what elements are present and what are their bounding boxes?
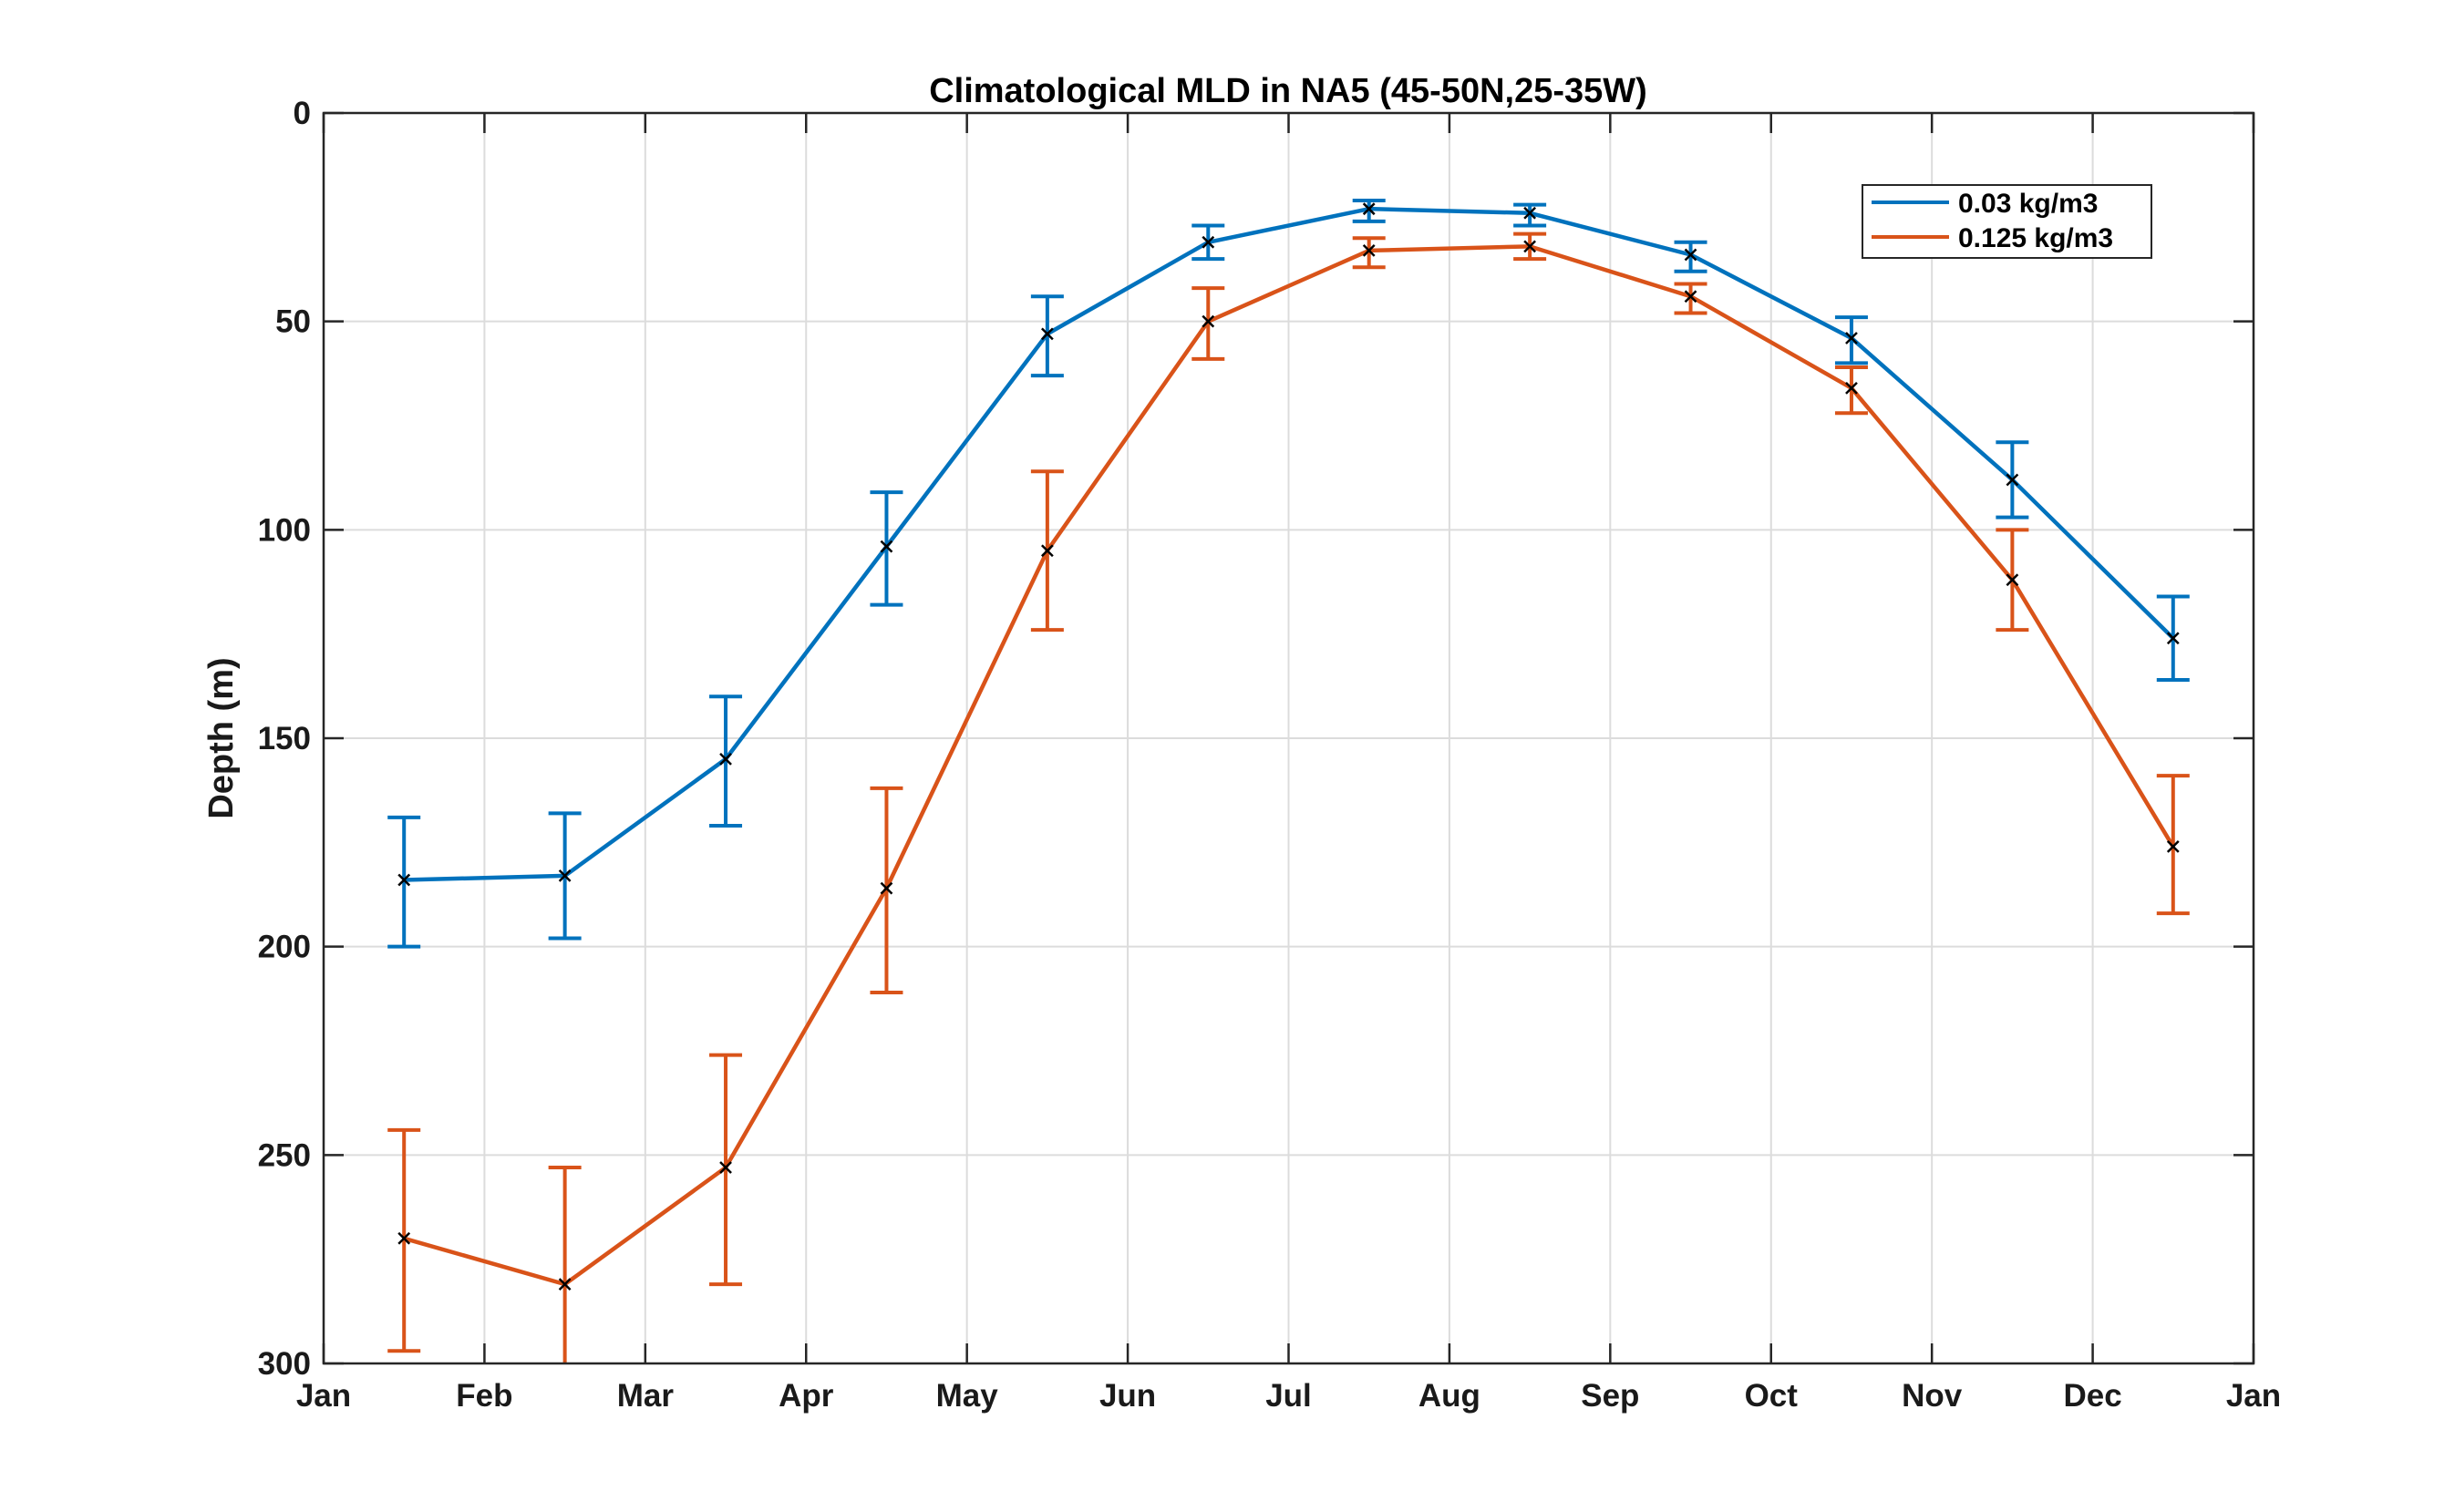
marker-stroke	[1202, 235, 1215, 249]
marker-stroke	[1040, 544, 1054, 558]
data-point-marker	[1362, 244, 1376, 257]
marker-stroke	[558, 869, 572, 882]
marker-stroke	[2006, 573, 2019, 587]
y-tick-label: 150	[258, 721, 311, 756]
data-point-marker	[1362, 202, 1376, 216]
y-tick-label: 200	[258, 930, 311, 965]
x-tick-label: Dec	[2063, 1378, 2121, 1414]
legend: 0.03 kg/m3 0.125 kg/m3	[1862, 184, 2152, 259]
x-tick-label: Mar	[617, 1378, 675, 1414]
axis-ticks: Jan Feb Mar Apr May Jun Jul Aug Sep Oct Nov Dec Jan 0…	[258, 96, 2282, 1414]
series-layer	[387, 199, 2190, 1363]
data-point-marker	[1040, 327, 1054, 341]
marker-stroke	[1202, 314, 1215, 328]
marker-stroke	[2166, 632, 2180, 645]
data-point-marker	[1523, 206, 1537, 220]
marker-stroke	[1845, 381, 1858, 395]
marker-stroke	[1684, 290, 1697, 303]
marker-stroke	[2166, 840, 2180, 853]
x-tick-label: Aug	[1418, 1378, 1480, 1414]
x-tick-label: Feb	[456, 1378, 512, 1414]
data-point-marker	[2166, 840, 2180, 853]
data-point-marker	[1523, 240, 1537, 253]
data-point-marker	[1040, 544, 1054, 558]
marker-stroke	[397, 873, 411, 887]
marker-stroke	[1684, 248, 1697, 262]
legend-box	[1862, 184, 2152, 259]
marker-stroke	[558, 1278, 572, 1291]
data-point-marker	[1202, 314, 1215, 328]
marker-stroke	[719, 1161, 732, 1174]
x-tick-label: May	[936, 1378, 999, 1414]
x-tick-label: Jul	[1265, 1378, 1312, 1414]
marker-stroke	[719, 752, 732, 766]
x-tick-label: Oct	[1745, 1378, 1799, 1414]
x-tick-label: Jan	[296, 1378, 351, 1414]
marker-stroke	[1845, 332, 1858, 345]
data-point-marker	[1684, 290, 1697, 303]
data-point-marker	[2006, 473, 2019, 487]
y-tick-label: 50	[275, 304, 311, 340]
marker-stroke	[397, 1231, 411, 1245]
data-point-marker	[1684, 248, 1697, 262]
x-tick-label: Jun	[1099, 1378, 1156, 1414]
data-point-marker	[397, 873, 411, 887]
x-tick-label: Nov	[1902, 1378, 1963, 1414]
data-point-marker	[2166, 632, 2180, 645]
marker-stroke	[880, 540, 893, 553]
data-point-marker	[1845, 332, 1858, 345]
chart-title: Climatological MLD in NA5 (45-50N,25-35W…	[929, 72, 1647, 110]
series-line	[404, 206, 2175, 882]
marker-stroke	[2006, 473, 2019, 487]
data-point-marker	[719, 1161, 732, 1174]
marker-stroke	[1040, 327, 1054, 341]
marker-stroke	[1523, 240, 1537, 253]
legend-label-series-1: 0.03 kg/m3	[1958, 189, 2098, 219]
data-point-marker	[880, 881, 893, 895]
y-tick-label: 250	[258, 1137, 311, 1173]
marker-stroke	[880, 881, 893, 895]
y-tick-label: 100	[258, 512, 311, 548]
data-point-marker	[397, 1231, 411, 1245]
data-point-marker	[1202, 235, 1215, 249]
data-point-marker	[1845, 381, 1858, 395]
y-axis-label: Depth (m)	[202, 657, 241, 818]
series-1	[387, 199, 2190, 949]
grid	[323, 112, 2254, 1364]
y-tick-label: 0	[294, 96, 311, 131]
marker-stroke	[1362, 244, 1376, 257]
marker-stroke	[1523, 206, 1537, 220]
series-line	[403, 244, 2175, 1287]
x-tick-label: Jan	[2226, 1378, 2281, 1414]
data-point-marker	[558, 1278, 572, 1291]
x-tick-label: Apr	[779, 1378, 834, 1414]
legend-label-series-2: 0.125 kg/m3	[1958, 223, 2113, 253]
marker-stroke	[1362, 202, 1376, 216]
y-tick-label: 300	[258, 1346, 311, 1382]
data-point-marker	[558, 869, 572, 882]
x-tick-label: Sep	[1581, 1378, 1639, 1414]
data-point-marker	[719, 752, 732, 766]
data-point-marker	[880, 540, 893, 553]
data-point-marker	[2006, 573, 2019, 587]
series-2	[387, 231, 2190, 1363]
